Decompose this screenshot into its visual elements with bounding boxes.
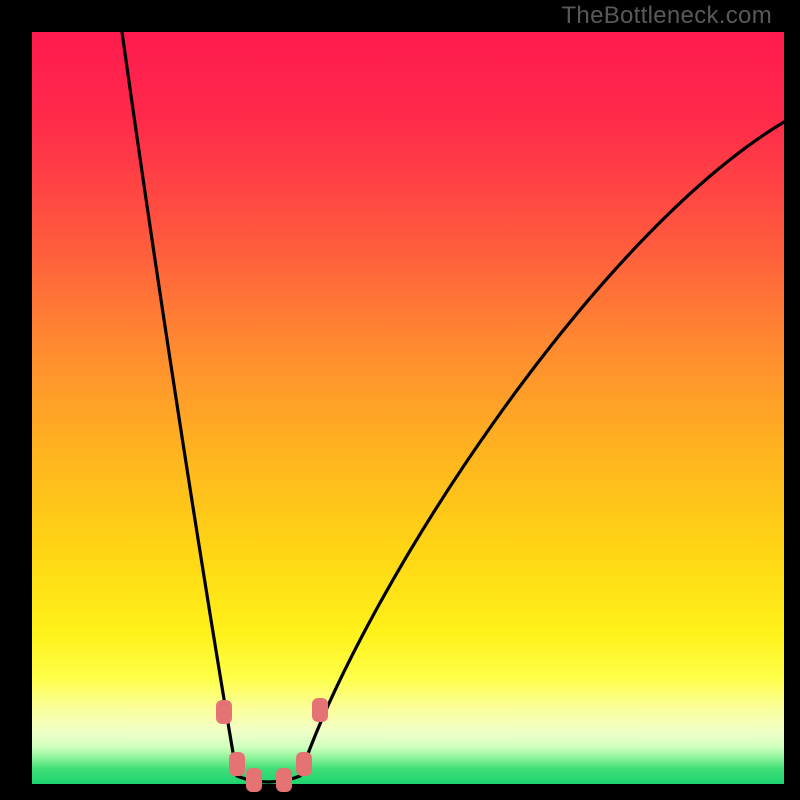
chart-canvas: TheBottleneck.com	[0, 0, 800, 800]
curve-marker	[246, 768, 262, 792]
plot-area	[32, 32, 784, 784]
curve-path	[122, 32, 784, 782]
watermark-text: TheBottleneck.com	[561, 2, 772, 30]
curve-marker	[276, 768, 292, 792]
curve-marker	[229, 752, 245, 776]
curve-marker	[216, 700, 232, 724]
curve-marker	[312, 698, 328, 722]
curve-marker	[296, 752, 312, 776]
bottleneck-curve	[32, 32, 784, 784]
